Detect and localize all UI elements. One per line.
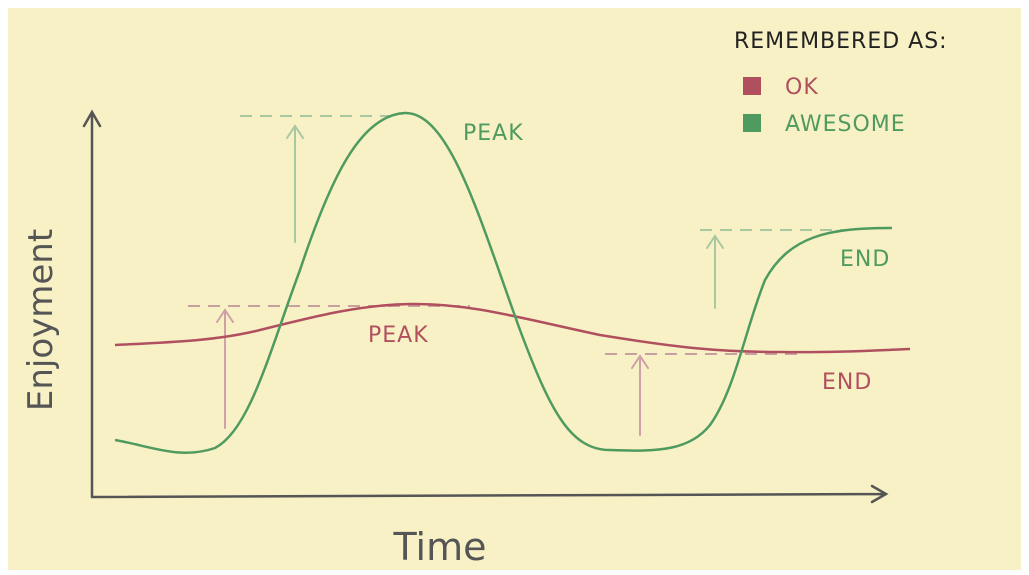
legend-item: AWESOME [785, 112, 906, 137]
arrow [216, 308, 234, 429]
y-axis-title: Enjoyment [21, 229, 61, 411]
curve-label: PEAK [368, 323, 429, 348]
arrow [286, 124, 304, 243]
curve-label: END [840, 247, 890, 272]
arrow [631, 354, 649, 436]
legend-swatch [743, 77, 761, 95]
y-axis [82, 109, 102, 499]
legend-swatch [743, 114, 761, 132]
x-axis [90, 484, 889, 504]
legend-item: OK [785, 75, 819, 100]
curve-label: PEAK [463, 121, 524, 146]
axes [82, 109, 889, 504]
arrows [216, 124, 724, 436]
arrow [706, 234, 724, 309]
reference-lines [188, 115, 850, 355]
awesome-curve [114, 111, 893, 454]
background [8, 8, 1021, 570]
curve-label: END [822, 370, 872, 395]
x-axis-title: Time [393, 525, 487, 569]
ok-curve [114, 302, 911, 354]
legend-title: REMEMBERED AS: [734, 29, 948, 54]
